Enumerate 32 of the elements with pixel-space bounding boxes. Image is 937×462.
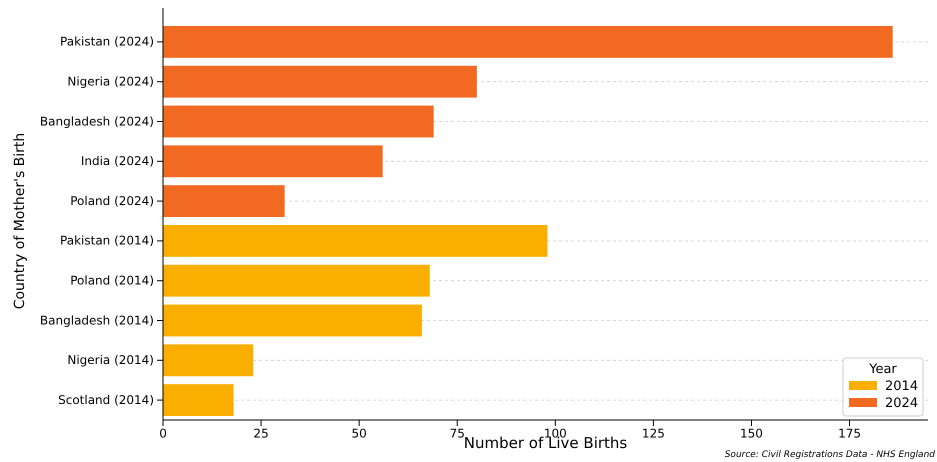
x-tick-label: 150 (740, 426, 763, 441)
y-tick-label: Bangladesh (2024) (40, 114, 154, 128)
legend-title: Year (868, 362, 898, 377)
x-tick-label: 175 (838, 426, 861, 441)
y-tick-label: India (2024) (80, 154, 154, 168)
bar (163, 384, 234, 416)
legend-label: 2014 (885, 379, 918, 394)
y-tick-label: Poland (2014) (70, 274, 154, 288)
y-tick-label: Nigeria (2024) (67, 74, 154, 89)
y-tick-label: Pakistan (2014) (60, 234, 154, 248)
bar (163, 106, 434, 138)
bar (163, 26, 893, 58)
y-tick-label: Poland (2024) (70, 194, 154, 208)
bar (163, 185, 285, 218)
y-tick-label: Scotland (2014) (58, 392, 154, 407)
legend-label: 2024 (885, 396, 918, 411)
source-note: Source: Civil Registrations Data - NHS England (724, 450, 936, 460)
x-tick-label: 25 (253, 426, 269, 441)
x-tick-label: 50 (352, 426, 367, 441)
bar (163, 264, 430, 297)
y-tick-label: Nigeria (2014) (67, 353, 154, 368)
y-tick-label: Pakistan (2024) (60, 34, 154, 49)
y-tick-label: Bangladesh (2014) (40, 313, 154, 328)
x-tick-label: 0 (159, 426, 167, 441)
bar (163, 344, 254, 376)
x-tick-label: 125 (642, 426, 665, 441)
bar (163, 145, 383, 178)
bar (163, 66, 477, 98)
bar (163, 304, 422, 336)
x-tick-label: 75 (450, 426, 465, 441)
bar (163, 224, 548, 257)
y-axis-title: Country of Mother's Birth (12, 132, 28, 310)
